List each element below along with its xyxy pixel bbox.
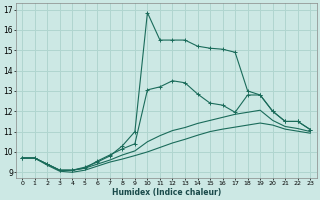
X-axis label: Humidex (Indice chaleur): Humidex (Indice chaleur) bbox=[112, 188, 221, 197]
